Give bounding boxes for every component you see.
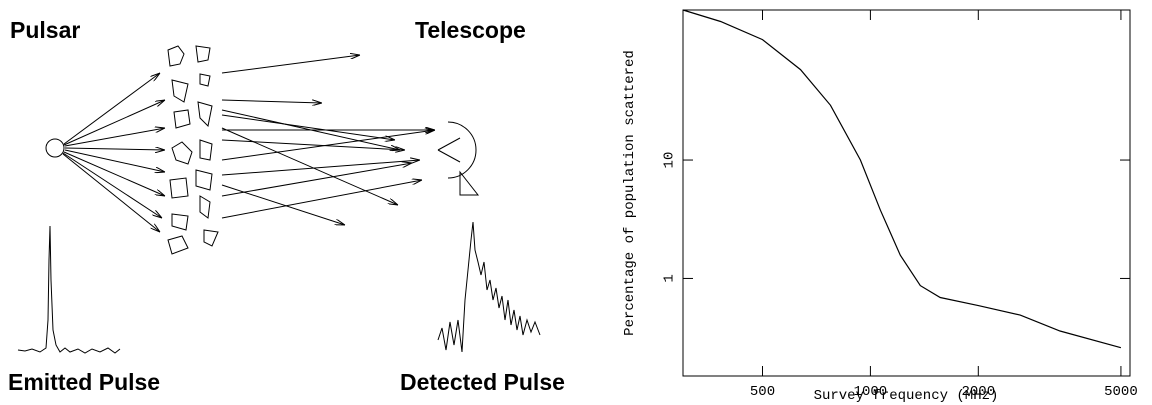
emitted-label: Emitted Pulse (8, 369, 160, 395)
pulsar-label: Pulsar (10, 17, 80, 43)
scatter-screen (167, 45, 219, 255)
plot-frame (682, 9, 1131, 377)
y-tick-label: 10 (662, 152, 678, 169)
chart: Survey frequency (MHz) Percentage of pop… (622, 9, 1131, 404)
y-tick-label: 1 (662, 274, 678, 282)
x-tick-label: 2000 (961, 384, 995, 400)
pulsar (45, 138, 65, 158)
x-tick-label: 500 (750, 384, 775, 400)
rays-out (221, 55, 435, 225)
detected-label: Detected Pulse (400, 369, 565, 395)
y-axis-label: Percentage of population scattered (622, 50, 638, 336)
diagram: Pulsar Telescope Emitted Pulse Detected … (8, 17, 565, 395)
telescope (437, 121, 480, 196)
telescope-label: Telescope (415, 17, 526, 43)
x-tick-label: 1000 (854, 384, 888, 400)
rays-in (62, 73, 165, 232)
x-axis-label: Survey frequency (MHz) (814, 388, 999, 404)
data-line (682, 9, 1122, 349)
detected-pulse (437, 221, 541, 353)
x-tick-label: 5000 (1104, 384, 1138, 400)
emitted-pulse (17, 225, 121, 354)
